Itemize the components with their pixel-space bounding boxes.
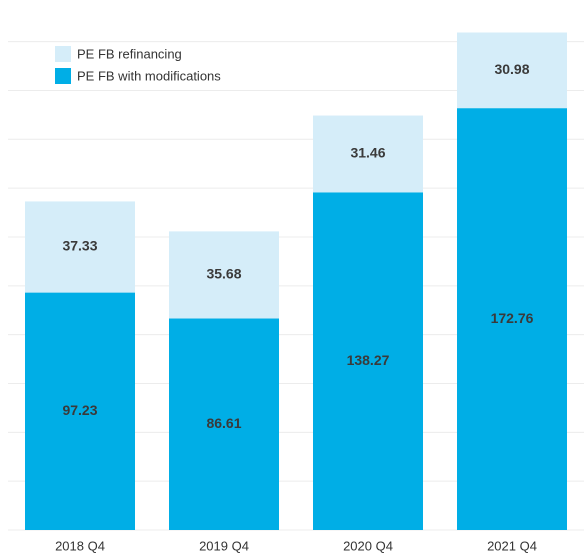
bar-segment bbox=[25, 292, 135, 530]
data-label: 172.76 bbox=[491, 310, 534, 326]
data-label: 31.46 bbox=[350, 145, 385, 161]
data-label: 37.33 bbox=[62, 238, 97, 254]
legend-swatch bbox=[55, 68, 71, 84]
x-tick-label: 2020 Q4 bbox=[343, 538, 393, 553]
bar-segment bbox=[25, 201, 135, 293]
legend-swatch bbox=[55, 46, 71, 62]
data-label: 138.27 bbox=[347, 352, 390, 368]
x-tick-label: 2018 Q4 bbox=[55, 538, 105, 553]
legend-label: PE FB with modifications bbox=[77, 68, 221, 83]
bar-segment bbox=[169, 231, 279, 319]
bar-segment bbox=[313, 192, 423, 530]
bar-segment bbox=[169, 318, 279, 530]
data-label: 35.68 bbox=[206, 266, 241, 282]
x-tick-label: 2019 Q4 bbox=[199, 538, 249, 553]
data-label: 97.23 bbox=[62, 402, 97, 418]
legend-label: PE FB refinancing bbox=[77, 46, 182, 61]
bar-segment bbox=[457, 108, 567, 530]
bar-segment bbox=[457, 32, 567, 109]
x-tick-label: 2021 Q4 bbox=[487, 538, 537, 553]
data-label: 86.61 bbox=[206, 415, 241, 431]
data-label: 30.98 bbox=[494, 61, 529, 77]
bar-segment bbox=[313, 115, 423, 193]
